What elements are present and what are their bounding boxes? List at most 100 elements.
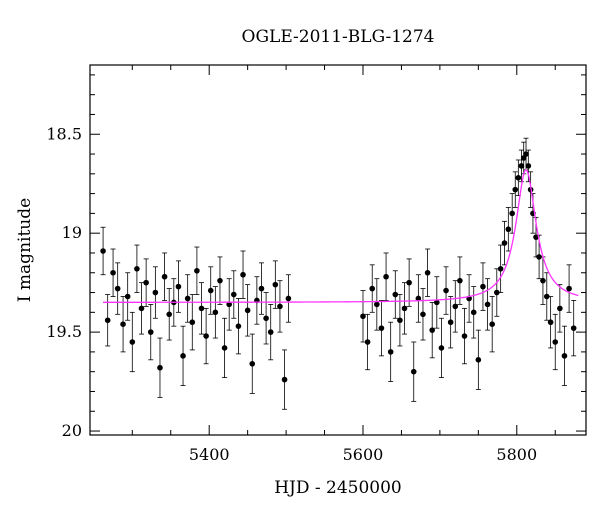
data-point — [401, 305, 408, 312]
x-tick-label-5800: 5800 — [496, 445, 537, 464]
data-point — [383, 273, 389, 280]
data-point — [244, 307, 251, 314]
data-point — [434, 299, 440, 306]
data-point — [457, 277, 463, 284]
data-point — [285, 295, 292, 302]
data-point — [392, 291, 399, 298]
data-point — [523, 151, 529, 157]
x-tick-label-5400: 5400 — [189, 445, 230, 464]
data-point — [429, 327, 436, 333]
data-point — [566, 285, 572, 292]
data-point — [114, 285, 121, 292]
data-point — [525, 163, 532, 169]
data-points — [100, 137, 577, 410]
data-point — [134, 265, 140, 272]
data-point — [512, 186, 519, 193]
data-point — [406, 279, 412, 286]
data-point — [175, 283, 182, 290]
data-point — [226, 301, 232, 308]
x-tick-label-5600: 5600 — [343, 445, 384, 464]
data-point — [272, 281, 279, 288]
data-point — [110, 269, 116, 276]
data-point — [360, 313, 366, 320]
data-point — [424, 269, 431, 276]
data-point — [129, 339, 136, 345]
data-point — [240, 271, 246, 278]
data-point — [536, 254, 542, 260]
data-point — [369, 285, 376, 292]
data-point — [552, 339, 559, 345]
data-point — [515, 174, 522, 181]
data-point — [443, 287, 449, 294]
data-point — [281, 376, 288, 383]
data-point — [470, 309, 477, 316]
data-point — [124, 293, 131, 300]
data-point — [447, 319, 454, 326]
data-point — [387, 349, 394, 355]
x-axis-label: HJD - 2450000 — [274, 478, 402, 498]
data-point — [484, 301, 491, 308]
data-point — [231, 291, 237, 298]
data-point — [249, 360, 256, 367]
data-point — [415, 295, 422, 302]
data-point — [540, 277, 546, 284]
data-point — [505, 226, 512, 233]
data-point — [561, 353, 568, 359]
data-point — [570, 325, 577, 331]
data-point — [138, 305, 145, 312]
data-point — [161, 273, 168, 280]
data-point — [104, 317, 111, 324]
data-point — [374, 301, 380, 308]
data-point — [557, 305, 563, 312]
data-point — [378, 325, 385, 331]
data-point — [235, 323, 242, 329]
data-point — [480, 283, 486, 290]
data-point — [207, 287, 214, 294]
data-point — [397, 317, 403, 324]
data-point — [493, 289, 500, 296]
data-point — [100, 248, 106, 254]
data-point — [543, 293, 550, 300]
model-curve — [103, 169, 579, 303]
data-point — [184, 295, 191, 302]
data-point — [461, 333, 468, 339]
y-tick-label-19: 19 — [62, 223, 82, 242]
data-point — [497, 265, 504, 272]
chart-title: OGLE-2011-BLG-1274 — [242, 27, 435, 47]
data-point — [410, 368, 417, 375]
y-tick-label-18-5: 18.5 — [46, 124, 82, 143]
data-point — [518, 163, 525, 169]
data-point — [194, 267, 200, 274]
data-point — [267, 329, 274, 335]
data-point — [501, 240, 508, 246]
data-point — [203, 333, 209, 339]
data-point — [277, 303, 283, 310]
data-point — [166, 311, 173, 318]
data-point — [475, 357, 482, 363]
data-point — [533, 234, 539, 240]
data-point — [547, 319, 554, 326]
data-point — [147, 329, 154, 335]
data-point — [509, 210, 515, 217]
y-tick-label-20: 20 — [62, 421, 82, 440]
data-point — [420, 311, 426, 318]
data-point — [157, 364, 163, 371]
axis-ticks — [90, 65, 586, 435]
data-point — [198, 305, 205, 312]
data-point — [152, 289, 159, 296]
data-point — [263, 315, 269, 322]
data-point — [489, 321, 495, 327]
y-tick-label-19-5: 19.5 — [46, 322, 82, 341]
data-point — [221, 345, 228, 351]
data-point — [212, 309, 219, 316]
data-point — [438, 345, 445, 351]
y-axis-label: I magnitude — [15, 198, 35, 302]
data-point — [452, 303, 459, 310]
data-point — [364, 339, 371, 345]
plot-frame — [89, 64, 587, 436]
data-point — [258, 285, 265, 292]
data-point — [143, 279, 149, 286]
data-point — [217, 277, 223, 284]
data-point — [120, 321, 126, 327]
